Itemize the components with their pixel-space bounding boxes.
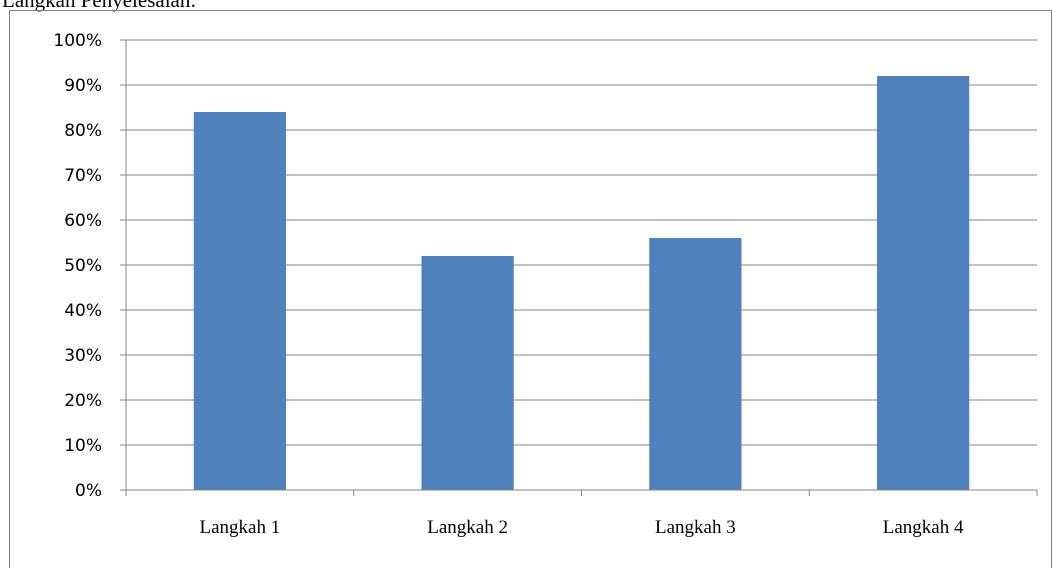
x-tick-label: Langkah 1 (200, 517, 281, 538)
y-tick-label: 20% (64, 391, 102, 411)
y-tick-label: 80% (64, 121, 102, 141)
y-tick-label: 90% (64, 76, 102, 96)
bar-langkah-4 (877, 76, 970, 490)
x-tick-label: Langkah 2 (427, 517, 508, 538)
y-tick-label: 10% (64, 436, 102, 456)
chart-frame (9, 10, 1052, 568)
x-tick-label: Langkah 4 (883, 517, 964, 538)
bar-langkah-3 (649, 238, 742, 490)
y-tick-label: 40% (64, 301, 102, 321)
section-heading: Langkah Penyelesaian: (2, 0, 197, 12)
axes (120, 40, 1038, 496)
bar-langkah-1 (193, 112, 286, 490)
y-tick-label: 50% (64, 256, 102, 276)
x-tick-label: Langkah 3 (655, 517, 736, 538)
tick-labels: 0% 10% 20% 30% 40% 50% 60% 70% 80% 90% 100% Langkah… (53, 31, 964, 538)
y-tick-label: 0% (75, 481, 102, 501)
y-tick-label: 100% (53, 31, 102, 51)
bar-langkah-2 (421, 256, 514, 490)
y-tick-label: 30% (64, 346, 102, 366)
y-tick-label: 70% (64, 166, 102, 186)
y-tick-label: 60% (64, 211, 102, 231)
bars (193, 76, 970, 490)
